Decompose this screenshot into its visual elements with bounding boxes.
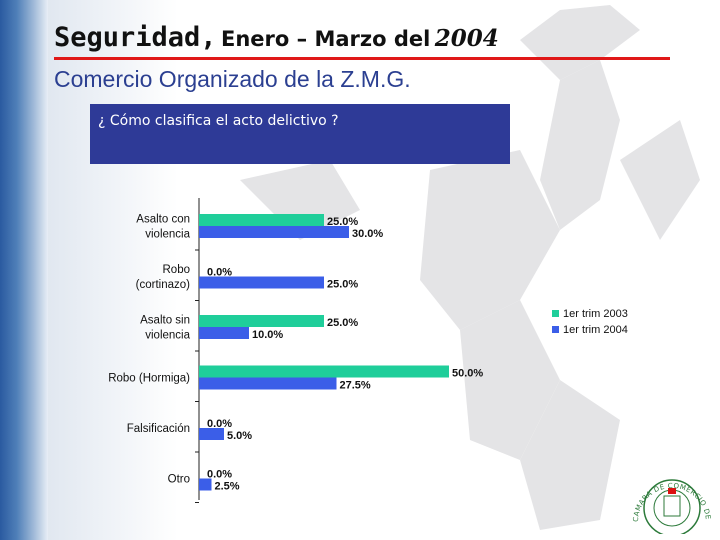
side-fade: [48, 0, 178, 540]
bar-2003: [199, 315, 324, 327]
question-box: ¿ Cómo clasifica el acto delictivo ?: [90, 104, 510, 164]
category-label: Falsificación: [127, 423, 190, 435]
bar-2003: [199, 214, 324, 226]
category-label-line: (cortinazo): [136, 279, 190, 291]
chamber-seal-logo: CAMARA DE COMERCIO DE GUADALAJARA: [628, 470, 712, 534]
title-word: Seguridad,: [54, 22, 217, 53]
value-label-2003: 25.0%: [327, 317, 358, 329]
value-label-2004: 5.0%: [227, 430, 252, 442]
legend-swatch-2003: [552, 310, 559, 317]
value-label-2004: 27.5%: [340, 380, 371, 392]
category-label-line: Robo: [163, 264, 191, 276]
category-label: Asalto sin violencia: [140, 315, 190, 342]
bar-2004: [199, 377, 337, 390]
bar-2004: [199, 327, 249, 339]
bar-2004: [199, 226, 349, 238]
legend-label-2004: 1er trim 2004: [563, 324, 628, 336]
value-label-2004: 30.0%: [352, 228, 383, 240]
bar-2004: [199, 478, 212, 491]
category-label-line: Robo (Hormiga): [108, 373, 190, 385]
value-label-2004: 25.0%: [327, 279, 358, 291]
value-label-2004: 10.0%: [252, 329, 283, 341]
category-label: Robo (cortinazo): [136, 264, 190, 291]
category-label: Otro: [168, 474, 190, 486]
category-label-line: violencia: [145, 330, 190, 342]
title-divider: [54, 57, 670, 60]
category-label-line: Falsificación: [127, 423, 190, 435]
legend-swatch-2004: [552, 326, 559, 333]
value-label-2003: 50.0%: [452, 368, 483, 380]
category-label: Asalto con violencia: [136, 214, 190, 241]
value-label-2003: 25.0%: [327, 216, 358, 228]
page-subtitle: Comercio Organizado de la Z.M.G.: [54, 66, 411, 92]
bar-2004: [199, 276, 324, 289]
question-text: ¿ Cómo clasifica el acto delictivo ?: [98, 113, 339, 129]
category-label: Robo (Hormiga): [108, 373, 190, 385]
value-label-2003: 0.0%: [207, 267, 232, 279]
bar-2003: [199, 365, 449, 378]
value-label-2003: 0.0%: [207, 469, 232, 481]
value-label-2003: 0.0%: [207, 418, 232, 430]
title-year: 2004: [434, 25, 499, 52]
value-label-2004: 2.5%: [215, 481, 240, 493]
legend-label-2003: 1er trim 2003: [563, 308, 628, 320]
bar-2004: [199, 428, 224, 440]
page-title: Seguridad, Enero – Marzo del 2004: [54, 22, 499, 53]
category-label-line: Asalto sin: [140, 315, 190, 327]
category-label-line: violencia: [145, 229, 190, 241]
side-band: [0, 0, 48, 540]
category-label-line: Asalto con: [136, 214, 190, 226]
category-label-line: Otro: [168, 474, 190, 486]
title-range: Enero – Marzo del: [221, 27, 431, 51]
